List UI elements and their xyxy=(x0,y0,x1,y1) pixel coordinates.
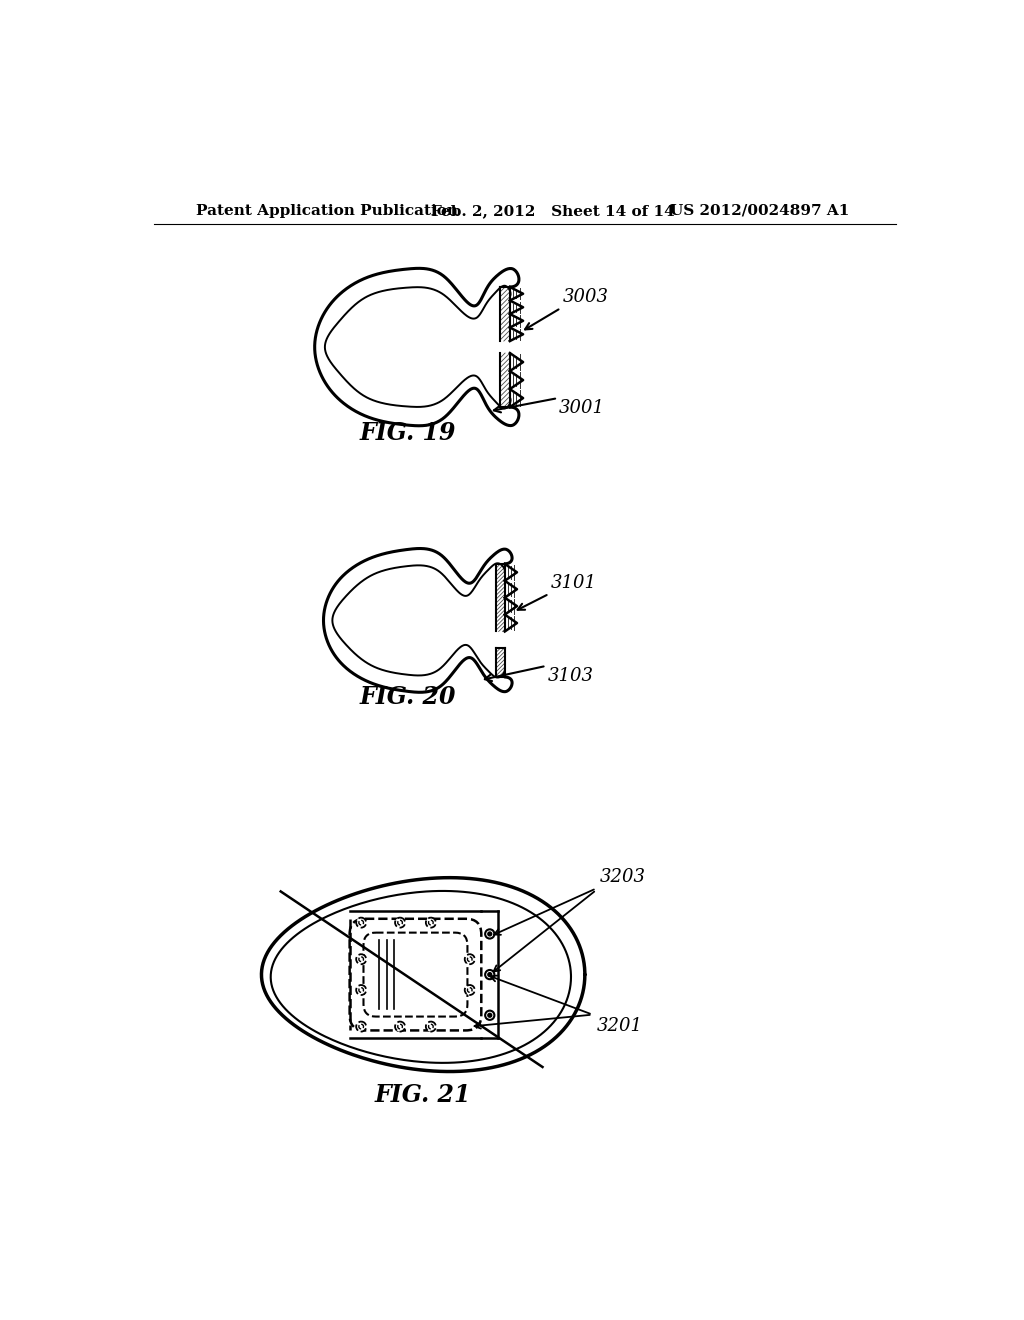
Ellipse shape xyxy=(397,1024,402,1028)
Ellipse shape xyxy=(356,917,367,928)
Text: 3001: 3001 xyxy=(559,400,605,417)
Ellipse shape xyxy=(485,970,495,979)
Text: 3003: 3003 xyxy=(563,288,609,306)
Ellipse shape xyxy=(356,985,367,995)
Ellipse shape xyxy=(487,1014,492,1018)
Text: 3201: 3201 xyxy=(596,1016,642,1035)
Text: 3103: 3103 xyxy=(548,667,594,685)
Ellipse shape xyxy=(429,1024,433,1028)
Ellipse shape xyxy=(487,973,492,977)
Ellipse shape xyxy=(358,957,364,961)
Text: Patent Application Publication: Patent Application Publication xyxy=(196,203,458,218)
Ellipse shape xyxy=(426,917,436,928)
Text: FIG. 19: FIG. 19 xyxy=(359,421,456,445)
Text: 3203: 3203 xyxy=(600,869,646,886)
Ellipse shape xyxy=(467,957,472,961)
Text: US 2012/0024897 A1: US 2012/0024897 A1 xyxy=(670,203,849,218)
Ellipse shape xyxy=(426,1022,436,1032)
Ellipse shape xyxy=(467,987,472,993)
Text: 3101: 3101 xyxy=(551,574,597,593)
Ellipse shape xyxy=(358,1024,364,1028)
Ellipse shape xyxy=(487,932,492,936)
Ellipse shape xyxy=(358,987,364,993)
Text: FIG. 20: FIG. 20 xyxy=(359,685,456,709)
Ellipse shape xyxy=(429,920,433,925)
Ellipse shape xyxy=(397,920,402,925)
Ellipse shape xyxy=(395,1022,406,1032)
Ellipse shape xyxy=(356,954,367,964)
Ellipse shape xyxy=(395,917,406,928)
Text: Feb. 2, 2012   Sheet 14 of 14: Feb. 2, 2012 Sheet 14 of 14 xyxy=(431,203,675,218)
Ellipse shape xyxy=(485,929,495,939)
Ellipse shape xyxy=(358,920,364,925)
Text: FIG. 21: FIG. 21 xyxy=(375,1082,471,1106)
Ellipse shape xyxy=(356,1022,367,1032)
Ellipse shape xyxy=(485,1011,495,1020)
Ellipse shape xyxy=(465,985,475,995)
Ellipse shape xyxy=(465,954,475,964)
